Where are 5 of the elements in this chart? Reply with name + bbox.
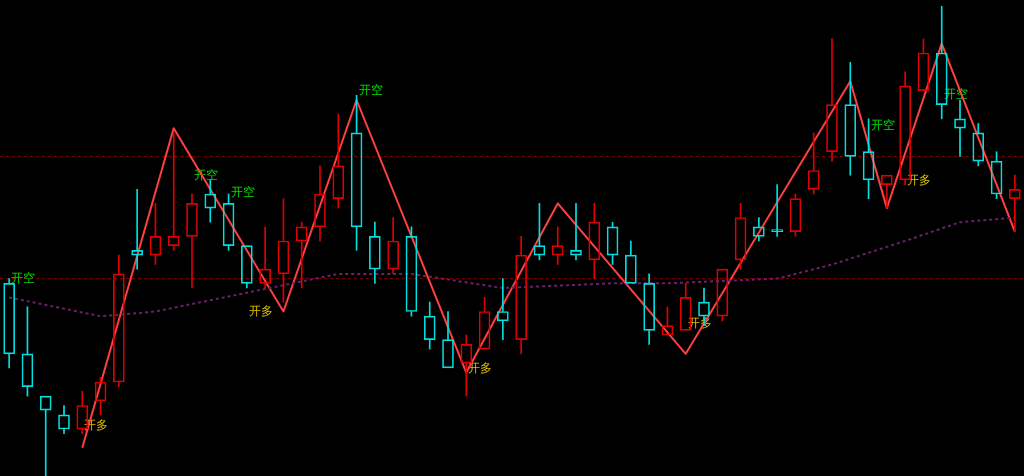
annotation: 开多	[248, 303, 273, 318]
annotation: 开空	[358, 82, 383, 97]
annotation: 开空	[230, 184, 255, 199]
annotation: 开空	[870, 118, 895, 133]
annotation: 开空	[11, 270, 36, 285]
